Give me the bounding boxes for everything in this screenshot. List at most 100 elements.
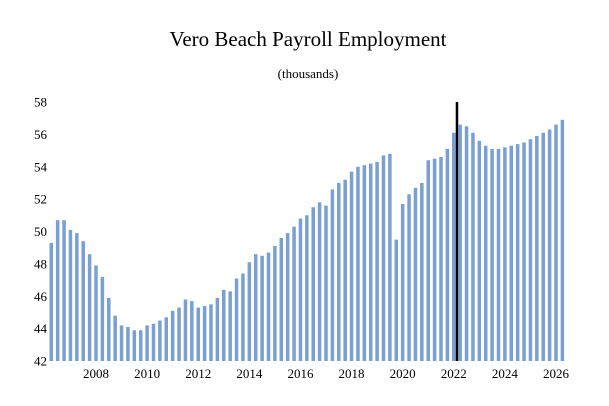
y-tick-label: 50 [34,224,47,239]
bar [75,233,79,361]
y-tick-label: 58 [34,95,47,110]
bar [547,129,552,361]
bar [253,254,258,361]
bar [234,278,239,361]
bar [439,157,443,361]
bar [317,202,322,361]
bar [158,320,162,361]
bar [215,297,220,361]
bar [126,327,130,361]
chart-subtitle: (thousands) [278,66,339,81]
bar [554,124,558,361]
bar [196,307,200,361]
y-tick-label: 48 [34,256,47,271]
bar [464,126,469,361]
x-tick-label: 2020 [390,366,416,381]
bar [132,330,137,361]
bar [426,160,430,361]
y-tick-label: 52 [34,192,47,207]
bar [388,153,392,361]
bar [483,145,488,361]
bar [330,189,335,361]
bar [279,237,284,361]
bar [55,220,60,361]
bar [285,233,290,361]
bar [94,265,98,361]
bar [68,229,73,361]
bar [503,147,507,361]
bar [228,291,232,361]
bar [528,139,533,361]
y-tick-label: 56 [34,127,48,142]
bar [394,239,399,361]
bar [145,325,149,361]
y-tick-label: 44 [34,321,48,336]
bar [190,301,194,361]
x-axis-tick-labels: 2008 2010 2012 2014 2016 2018 2020 2022 2024 2026 [83,366,570,381]
bar [452,132,456,361]
bar [119,325,124,361]
bar [515,144,520,361]
bar [445,148,450,361]
bar [311,207,315,361]
bar [432,158,437,361]
bar [49,242,54,361]
bar [247,262,252,361]
bar [535,135,539,361]
bar [375,161,379,361]
bar [324,205,328,361]
bar [292,226,296,361]
bar [407,194,411,361]
x-tick-label: 2008 [83,366,109,381]
bar [305,215,309,361]
bar [458,124,462,361]
x-tick-label: 2026 [543,366,570,381]
bar [400,203,405,361]
bar [266,252,271,361]
bar [381,155,386,361]
y-tick-label: 42 [34,354,47,369]
y-tick-label: 46 [34,289,48,304]
bar [177,307,181,361]
bar [413,187,418,361]
bar [362,165,367,361]
x-tick-label: 2022 [441,366,467,381]
bar [496,148,501,361]
x-tick-label: 2010 [134,366,160,381]
bar [100,276,105,361]
x-tick-label: 2014 [236,366,263,381]
bar [298,218,303,361]
bar [260,255,264,361]
bar [222,289,226,361]
bar [509,145,514,361]
bar [349,171,354,361]
x-tick-label: 2018 [339,366,365,381]
bar [151,323,156,361]
bar [490,148,494,361]
bar [541,132,545,361]
bar [560,119,565,361]
chart-title: Vero Beach Payroll Employment [169,27,446,51]
bar [87,254,92,361]
bar [113,315,117,361]
bar [209,304,213,361]
bar [183,299,188,361]
bar [138,330,143,361]
bar [477,140,482,361]
bar [62,220,66,361]
bar [471,132,475,361]
bar [522,142,526,361]
bar-series [49,119,565,361]
bar [337,182,341,361]
bar [164,317,169,361]
bar [420,182,424,361]
bar [202,305,207,361]
x-tick-label: 2012 [185,366,211,381]
bar [343,179,347,361]
bar [241,273,245,361]
bar [356,166,360,361]
bar [368,163,373,361]
y-tick-label: 54 [34,159,48,174]
y-axis-tick-labels: 42 44 46 48 50 52 54 56 58 [34,95,48,369]
